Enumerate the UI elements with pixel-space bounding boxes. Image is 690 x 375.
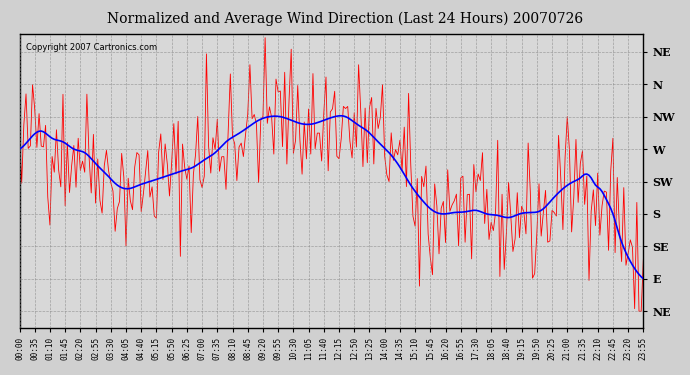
Text: Normalized and Average Wind Direction (Last 24 Hours) 20070726: Normalized and Average Wind Direction (L… (107, 11, 583, 26)
Text: Copyright 2007 Cartronics.com: Copyright 2007 Cartronics.com (26, 43, 157, 52)
